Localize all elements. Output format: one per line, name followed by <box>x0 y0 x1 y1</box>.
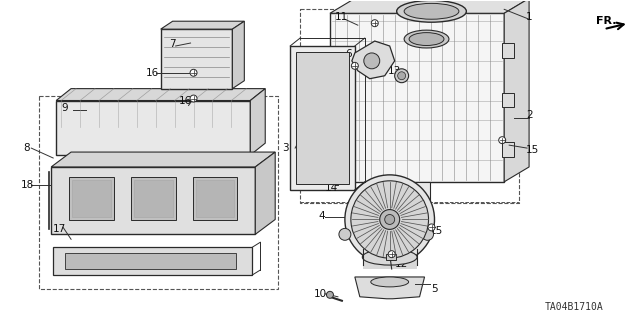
Bar <box>290 46 355 190</box>
Text: 13: 13 <box>388 66 401 76</box>
Bar <box>134 180 173 218</box>
Text: 15: 15 <box>429 226 443 236</box>
Bar <box>65 253 236 269</box>
Polygon shape <box>56 89 265 100</box>
Circle shape <box>380 210 399 229</box>
Bar <box>193 177 237 220</box>
Text: 16: 16 <box>146 68 159 78</box>
Polygon shape <box>161 21 244 29</box>
Text: 4: 4 <box>318 211 324 220</box>
Bar <box>296 52 349 184</box>
Bar <box>51 167 255 234</box>
Bar <box>502 43 514 58</box>
Text: 10: 10 <box>314 289 327 299</box>
Polygon shape <box>504 0 529 182</box>
Bar <box>161 29 232 89</box>
Polygon shape <box>232 21 244 89</box>
Bar <box>300 9 519 203</box>
Bar <box>196 180 234 218</box>
Text: 14: 14 <box>325 183 338 193</box>
Ellipse shape <box>371 277 408 287</box>
Text: 17: 17 <box>53 224 67 234</box>
Text: 7: 7 <box>169 39 175 49</box>
Circle shape <box>388 251 395 258</box>
Circle shape <box>428 224 435 231</box>
Text: 6: 6 <box>345 49 351 59</box>
Text: 12: 12 <box>395 259 408 269</box>
Text: 3: 3 <box>282 143 289 153</box>
Text: 9: 9 <box>61 103 68 114</box>
Bar <box>502 93 514 108</box>
Text: 11: 11 <box>335 12 348 22</box>
Ellipse shape <box>397 0 467 22</box>
Bar <box>53 247 252 275</box>
Bar <box>330 13 504 182</box>
Bar <box>72 180 111 218</box>
Ellipse shape <box>409 33 444 46</box>
Text: 16: 16 <box>179 95 192 106</box>
Bar <box>39 96 278 289</box>
Circle shape <box>351 181 429 258</box>
Circle shape <box>371 20 378 27</box>
Polygon shape <box>250 89 265 155</box>
Ellipse shape <box>404 4 459 19</box>
Circle shape <box>345 175 435 264</box>
Circle shape <box>190 69 197 76</box>
Text: 1: 1 <box>526 12 532 22</box>
Circle shape <box>351 62 358 69</box>
Circle shape <box>385 214 395 225</box>
Text: TA04B1710A: TA04B1710A <box>545 302 604 312</box>
Bar <box>386 254 396 260</box>
Circle shape <box>364 53 380 69</box>
Circle shape <box>499 137 506 144</box>
Bar <box>370 182 429 207</box>
Polygon shape <box>355 277 424 299</box>
Bar <box>56 100 250 155</box>
Text: 2: 2 <box>526 110 532 120</box>
Circle shape <box>397 72 406 80</box>
Polygon shape <box>330 0 529 13</box>
Text: FR.: FR. <box>596 16 616 26</box>
Bar <box>131 177 175 220</box>
Text: 15: 15 <box>526 145 540 155</box>
Bar <box>363 249 417 269</box>
Polygon shape <box>352 41 395 79</box>
Circle shape <box>339 228 351 240</box>
Ellipse shape <box>404 30 449 48</box>
Polygon shape <box>255 152 275 234</box>
Ellipse shape <box>362 249 417 265</box>
Circle shape <box>190 95 197 102</box>
Text: 18: 18 <box>21 180 35 190</box>
Bar <box>502 142 514 157</box>
Text: 8: 8 <box>23 143 30 153</box>
Polygon shape <box>51 152 275 167</box>
Circle shape <box>422 228 433 240</box>
Text: 5: 5 <box>431 284 438 294</box>
Bar <box>69 177 114 220</box>
Circle shape <box>395 69 408 83</box>
Circle shape <box>326 291 333 298</box>
